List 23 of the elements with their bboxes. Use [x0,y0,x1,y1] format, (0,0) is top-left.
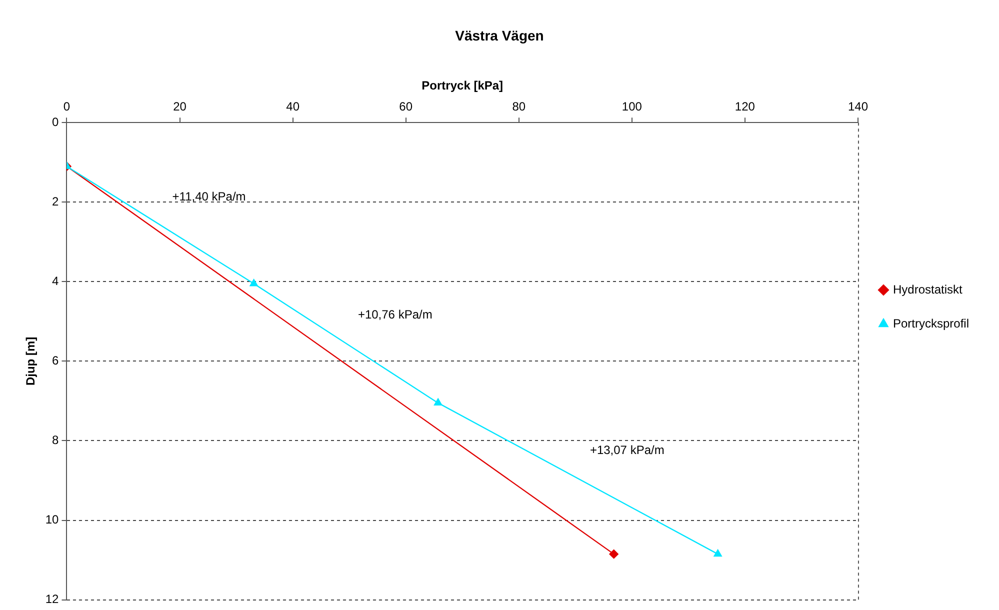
x-tick-label: 60 [399,100,413,114]
x-tick-label: 40 [286,100,300,114]
annotation: +11,40 kPa/m [172,189,246,204]
annotation: +10,76 kPa/m [358,308,432,322]
y-tick-label: 2 [52,194,60,208]
x-tick-label: 100 [622,100,642,114]
y-axis-title: Djup [m] [24,336,38,386]
y-tick-label: 0 [52,114,60,129]
x-tick-label: 140 [848,100,868,114]
x-tick-label: 120 [734,100,756,114]
legend-label: Portrycksprofil [892,316,969,330]
x-tick-label: 0 [63,100,70,114]
x-axis-title: Portryck [kPa] [422,78,504,92]
legend-label: Hydrostatiskt [892,282,964,296]
x-tick-label: 80 [512,100,526,114]
x-tick-label: 20 [173,100,187,114]
y-tick-label: 8 [52,433,60,448]
y-tick-label: 10 [45,512,60,527]
chart-title: Västra Vägen [455,27,544,44]
y-tick-label: 12 [45,592,60,606]
annotation: +13,07 kPa/m [590,442,664,457]
y-tick-label: 4 [52,274,60,288]
y-tick-label: 6 [52,354,60,368]
